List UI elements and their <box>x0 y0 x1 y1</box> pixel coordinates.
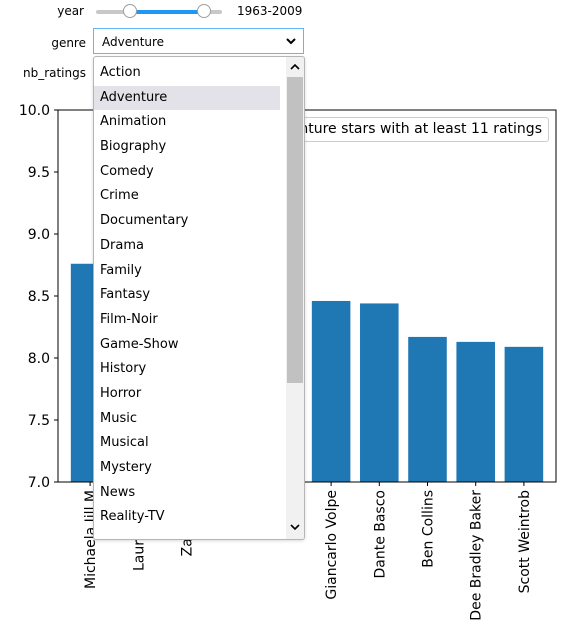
bar-5 <box>311 300 351 482</box>
y-tick-label: 8.5 <box>28 289 50 305</box>
y-tick-label: 9.0 <box>28 227 50 243</box>
dropdown-scroll-thumb[interactable] <box>287 77 303 383</box>
x-tick-label: Dante Basco <box>372 490 388 579</box>
dropdown-option-horror[interactable]: Horror <box>100 385 142 401</box>
y-tick-label: 7.0 <box>28 475 50 491</box>
year-label: year <box>57 4 84 18</box>
dropdown-option-reality-tv[interactable]: Reality-TV <box>100 509 165 525</box>
dropdown-option-comedy[interactable]: Comedy <box>100 163 154 179</box>
x-tick-label: Ben Collins <box>421 490 437 568</box>
genre-select-value: Adventure <box>102 35 165 49</box>
genre-dropdown-list[interactable]: Action Adventure Animation Biography Comedy C… <box>93 56 305 540</box>
dropdown-option-news[interactable]: News <box>100 484 136 500</box>
dropdown-option-game-show[interactable]: Game-Show <box>100 336 179 352</box>
chart-title-text: nture stars with at least 11 ratings <box>299 121 542 137</box>
dropdown-option-music[interactable]: Music <box>100 410 137 426</box>
dropdown-option-animation[interactable]: Animation <box>100 114 167 130</box>
x-tick-label: Dee Bradley Baker <box>469 490 485 621</box>
slider-track-fill <box>130 10 205 14</box>
dropdown-option-mystery[interactable]: Mystery <box>100 460 152 475</box>
chart-title: nture stars with at least 11 ratings <box>279 117 549 142</box>
nb-ratings-label: nb_ratings <box>22 66 86 80</box>
x-tick-label: Giancarlo Volpe <box>324 490 340 600</box>
slider-handle-min[interactable] <box>123 4 138 18</box>
dropdown-option-film-noir[interactable]: Film-Noir <box>100 311 158 327</box>
dropdown-option-adventure[interactable]: Adventure <box>94 85 280 111</box>
bar-9 <box>504 346 544 482</box>
dropdown-scrollbar[interactable] <box>286 57 304 539</box>
y-tick-label: 7.5 <box>28 413 50 429</box>
dropdown-option-drama[interactable]: Drama <box>100 237 144 253</box>
dropdown-option-fantasy[interactable]: Fantasy <box>100 287 151 303</box>
dropdown-option-biography[interactable]: Biography <box>100 139 167 155</box>
bar-6 <box>360 303 399 482</box>
bar-8 <box>456 341 495 482</box>
chevron-down-icon <box>286 38 296 45</box>
dropdown-option-musical[interactable]: Musical <box>100 435 149 451</box>
dropdown-option-action[interactable]: Action <box>100 65 141 80</box>
y-tick-label: 9.5 <box>28 165 50 181</box>
dropdown-option-documentary[interactable]: Documentary <box>100 213 189 229</box>
year-range-readout: 1963-2009 <box>237 4 303 18</box>
x-tick-label: Scott Weintrob <box>517 490 533 593</box>
slider-handle-max[interactable] <box>197 4 212 18</box>
dropdown-option-crime[interactable]: Crime <box>100 188 139 204</box>
chevron-up-icon[interactable] <box>289 61 301 73</box>
dropdown-option-family[interactable]: Family <box>100 262 142 278</box>
genre-select[interactable]: Adventure <box>93 28 304 54</box>
bar-7 <box>408 336 447 482</box>
genre-label: genre <box>51 36 86 50</box>
y-tick-label: 10.0 <box>19 103 50 119</box>
year-range-slider[interactable] <box>96 4 222 20</box>
y-tick-label: 8.0 <box>28 351 50 367</box>
dropdown-option-history[interactable]: History <box>100 361 147 377</box>
chevron-down-icon[interactable] <box>289 521 301 533</box>
